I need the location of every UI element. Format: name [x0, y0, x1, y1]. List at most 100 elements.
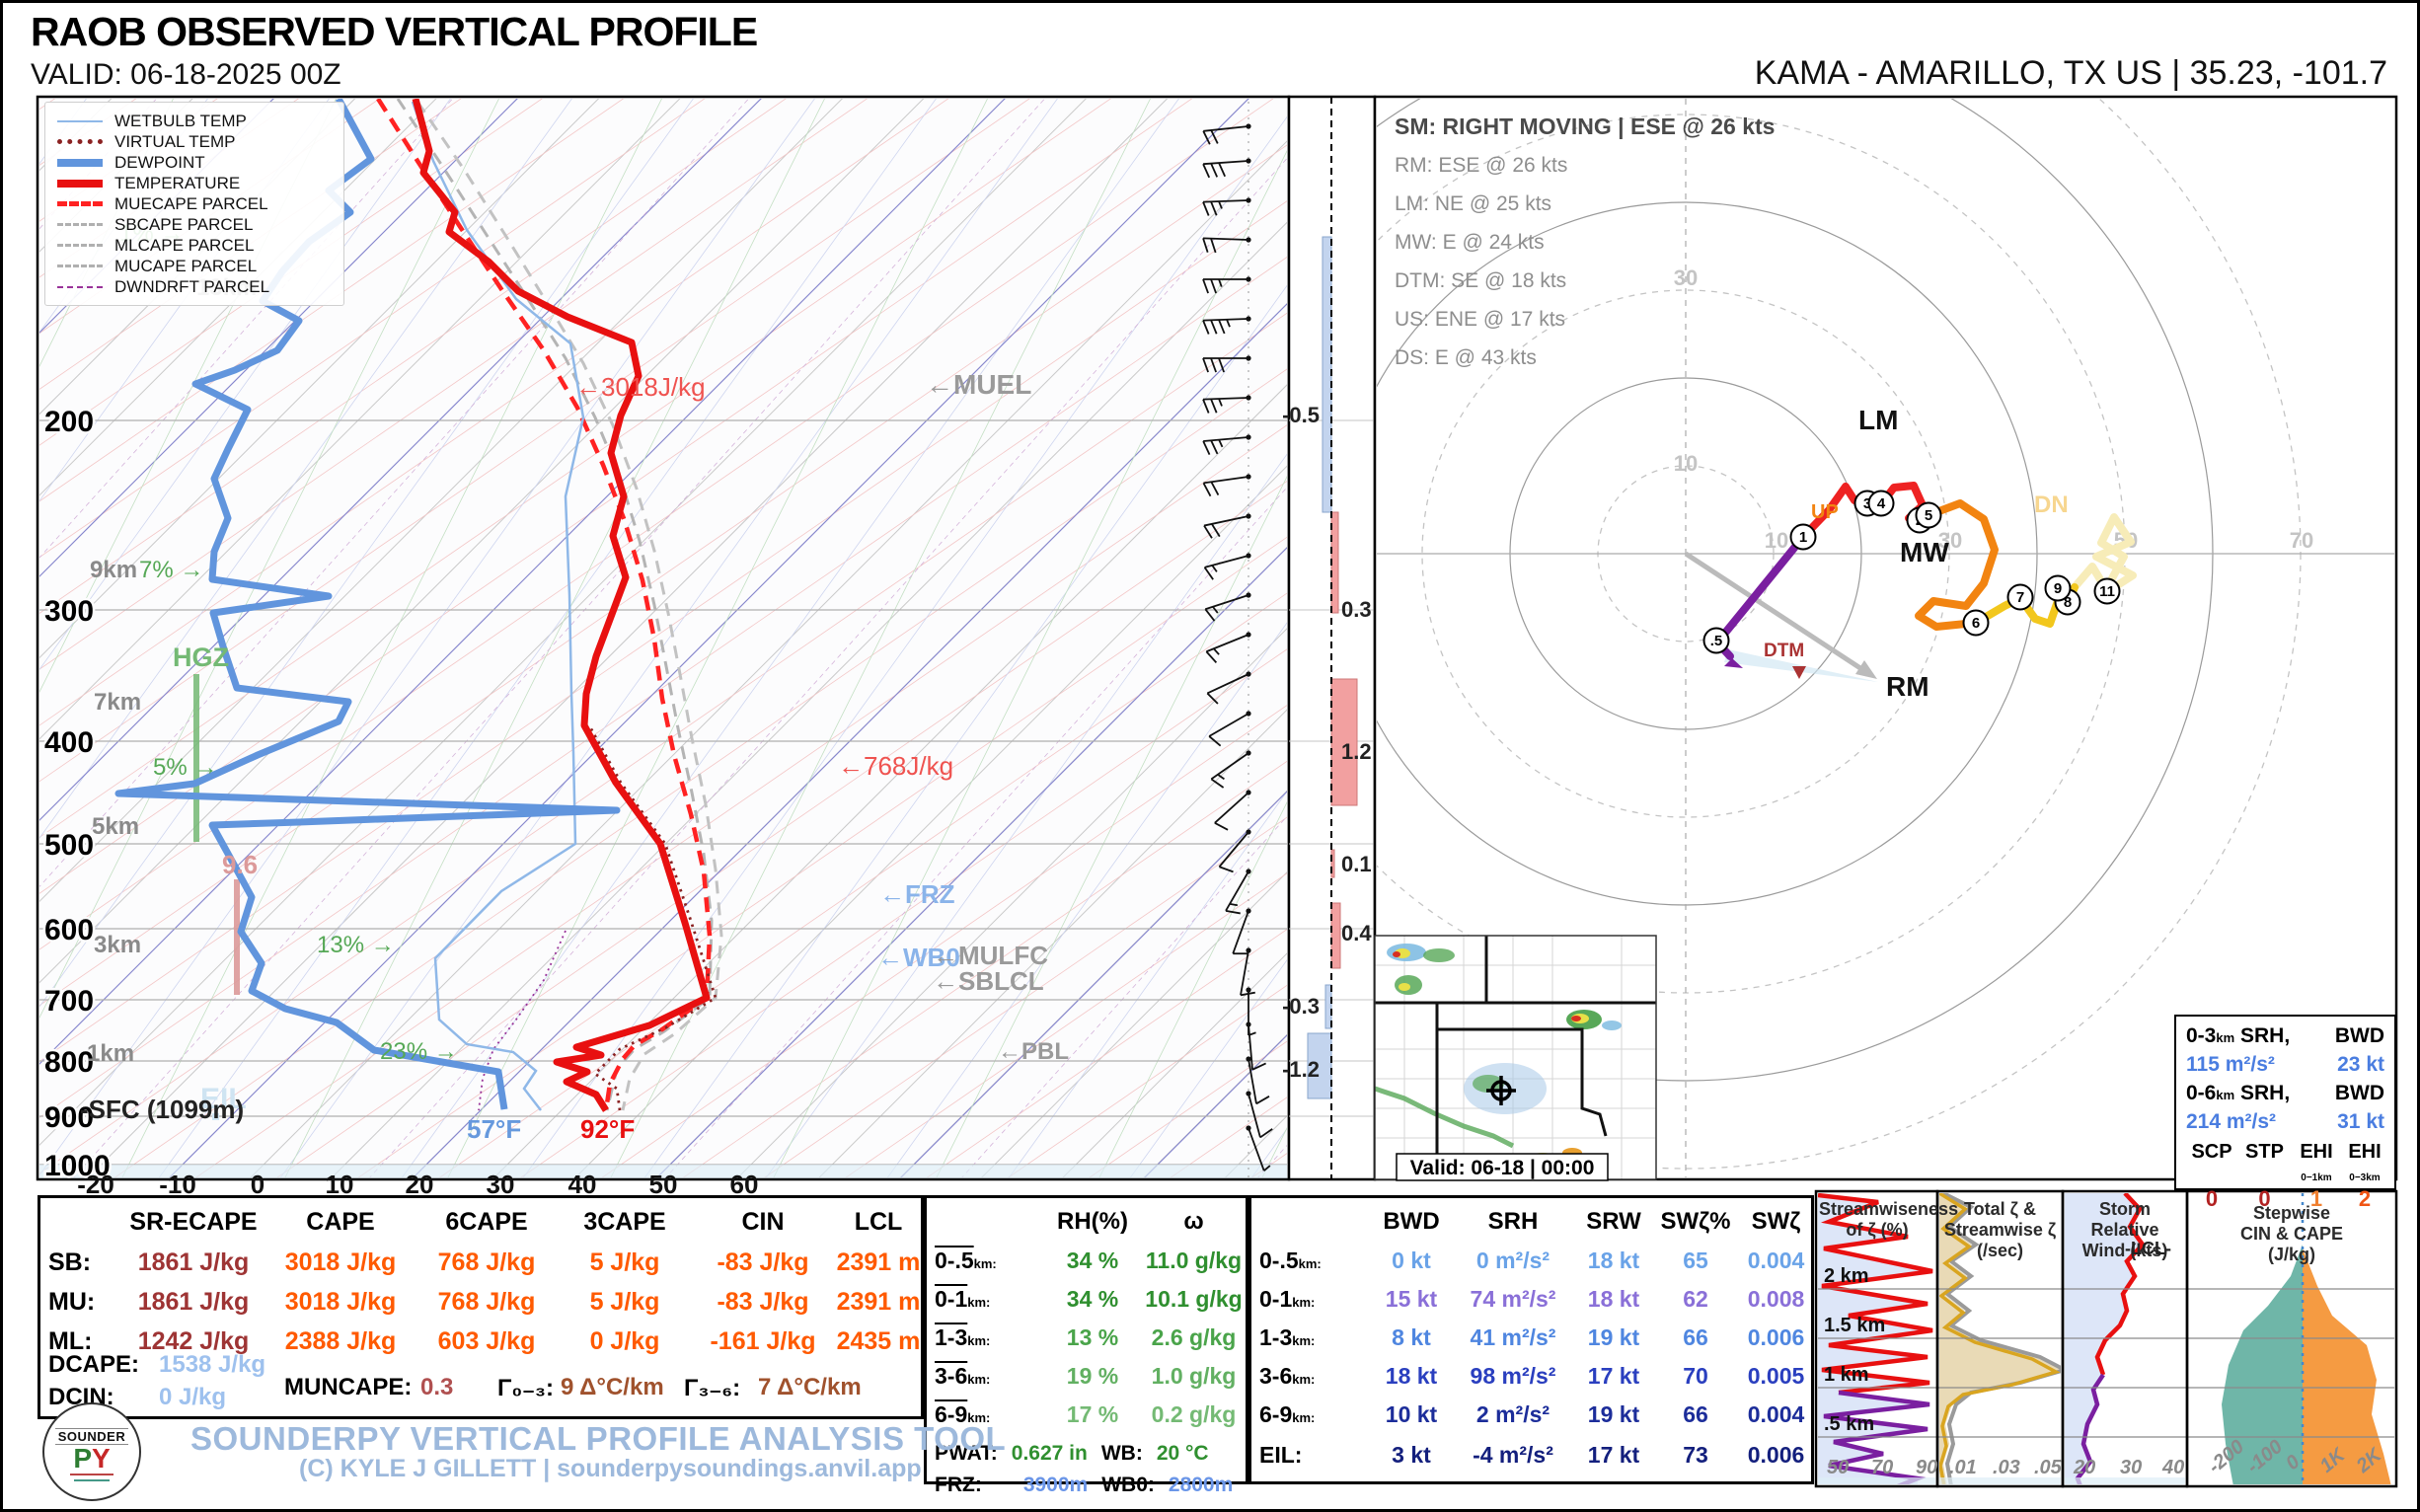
mini-panel-borders [1814, 1189, 2398, 1488]
svg-text:10: 10 [326, 1170, 354, 1199]
svg-text:0.3: 0.3 [1341, 597, 1372, 622]
frz-row: FRZ: 3900m WB0: 2800m [935, 1474, 1234, 1496]
sblcl-label: ←SBLCL [933, 966, 1044, 996]
lm-label: LM [1858, 405, 1898, 435]
height-1km: 1 km [1824, 1364, 1869, 1386]
skewt-legend: WETBULB TEMP VIRTUAL TEMP DEWPOINT TEMPE… [44, 102, 344, 306]
svg-text:30: 30 [1674, 265, 1698, 290]
sr-wind-wedge [1724, 649, 1878, 682]
col-3cape: 3CAPE [583, 1208, 666, 1236]
moisture-row: 0-1km: 34 % 10.1 g/kg [935, 1286, 1243, 1312]
svg-text:23% →: 23% → [380, 1038, 458, 1065]
dtm-marker [1792, 666, 1806, 679]
eil-label: EIL [200, 1083, 247, 1115]
svg-text:-0.3: -0.3 [1282, 994, 1320, 1019]
logo-decoration [74, 1479, 110, 1484]
col-cin: CIN [741, 1208, 785, 1236]
col-bwd: BWD [1383, 1208, 1440, 1235]
thermo-table: SR-ECAPE CAPE 6CAPE 3CAPE CIN LCL SB: 18… [38, 1195, 924, 1419]
svg-text:1: 1 [1799, 529, 1807, 546]
svg-text:-20: -20 [77, 1170, 114, 1199]
ehi1-value: 1 [2309, 1186, 2323, 1211]
shear-row-eil: EIL: 3 kt -4 m²/s² 17 kt 73 0.006 [1259, 1442, 1805, 1468]
svg-text:60: 60 [730, 1170, 759, 1199]
mw-line: MW: E @ 24 kts [1395, 231, 1545, 254]
station-crosshair [1486, 1076, 1516, 1105]
mu-cape-label: ←3018J/kg [575, 372, 706, 402]
logo-text: SOUNDER [54, 1428, 129, 1445]
lcl-marker-label: -LCL- [2125, 1239, 2171, 1258]
hodograph-ring-labels: 10 30 10 30 50 70 [1674, 265, 2313, 553]
svg-text:13% →: 13% → [317, 932, 395, 958]
muncape-value: 0.3 [420, 1374, 454, 1400]
hodograph-height-points: .5 1 2 3 4 5 6 7 8 9 11 [1702, 490, 2121, 654]
bwd6-value: 31 kt [2337, 1110, 2384, 1133]
hodograph-trace-tail [1724, 658, 1743, 668]
col-rh: RH(%) [1057, 1208, 1128, 1235]
table-row-sb: SB: 1861 J/kg 3018 J/kg 768 J/kg 5 J/kg -8… [48, 1248, 921, 1276]
mini-panel-gridlines [1818, 1288, 2394, 1438]
svg-text:0.1: 0.1 [1341, 852, 1372, 876]
height-1-5km: 1.5 km [1824, 1315, 1886, 1336]
dtm-line: DTM: SE @ 18 kts [1395, 269, 1567, 292]
p1-tick: 90 [1916, 1457, 1938, 1478]
height-2km: 2 km [1824, 1265, 1869, 1287]
srh6-value: 214 m²/s² [2186, 1110, 2277, 1133]
frz-label: ←FRZ [879, 879, 955, 909]
p2-tick: .03 [1993, 1457, 2020, 1478]
svg-text:700: 700 [44, 985, 94, 1018]
logo-decoration [70, 1474, 113, 1478]
up-label: UP [1811, 501, 1839, 523]
wb0-label: ←WB0 [877, 943, 960, 972]
svg-text:9: 9 [2054, 580, 2062, 597]
srh-summary-box: 0-3km SRH, BWD 115 m²/s² 23 kt 0-6km SRH… [2174, 1015, 2396, 1211]
surface-dewpoint-label: 57°F [467, 1114, 521, 1144]
streamwiseness-line-upper [1818, 1193, 1933, 1396]
col-srh: SRH [1487, 1208, 1539, 1235]
dewpoint-line-sample [57, 158, 103, 167]
panel2-title: Total ζ & Streamwise ζ (/sec) [1943, 1199, 2057, 1260]
svg-text:4: 4 [1877, 495, 1886, 512]
virtual-temp-line [587, 724, 718, 1111]
streamwise-zeta-line [1939, 1193, 2061, 1484]
ds-line: DS: E @ 43 kts [1395, 346, 1537, 369]
map-valid-box [1396, 1153, 1609, 1181]
svg-text:30: 30 [487, 1170, 515, 1199]
panel1-title: Streamwiseness of ζ (%) [1819, 1199, 1959, 1240]
stepwise-cape-fill [2303, 1248, 2391, 1484]
omega-bars [1307, 236, 1358, 1099]
temp-axis-labels: -20 -10 0 10 20 30 40 50 60 [77, 1170, 758, 1199]
srw-line-upper [2094, 1193, 2146, 1376]
map-valid-label: Valid: 06-18 | 00:00 [1410, 1157, 1595, 1179]
below-ground-shading [39, 1165, 1287, 1178]
srh3-label: 0-3km SRH, [2186, 1024, 2291, 1047]
cape6-label: ←768J/kg [838, 751, 953, 781]
panel4-title: Stepwise CIN & CAPE (J/kg) [2239, 1203, 2343, 1264]
shear-row: 0-1km: 15 kt 74 m²/s² 18 kt 62 0.008 [1259, 1286, 1805, 1312]
hodograph-feature-labels: LM MW RM DTM UP DN [1764, 405, 2069, 702]
svg-text:3: 3 [1863, 495, 1871, 512]
lm-line: LM: NE @ 25 kts [1395, 192, 1552, 215]
col-6cape: 6CAPE [445, 1208, 528, 1236]
muncape-label: MUNCAPE: [284, 1374, 413, 1400]
legend-label: MLCAPE PARCEL [114, 235, 255, 255]
svg-text:-10: -10 [159, 1170, 196, 1199]
bwd3-value: 23 kt [2337, 1053, 2384, 1076]
storm-motion-info: SM: RIGHT MOVING | ESE @ 26 kts RM: ESE … [1395, 108, 1775, 377]
shear-row: 1-3km: 8 kt 41 m²/s² 19 kt 66 0.006 [1259, 1324, 1805, 1350]
logo-p: P [73, 1443, 92, 1474]
station-title: KAMA - AMARILLO, TX US | 35.23, -101.7 [1754, 54, 2387, 92]
height-0-5km: .5 km [1824, 1413, 1875, 1435]
wetbulb-line [411, 101, 585, 1111]
mini-panels [1814, 1189, 2398, 1488]
svg-text:300: 300 [44, 595, 94, 628]
svg-text:-0.5: -0.5 [1282, 403, 1320, 427]
dcape-value: 1538 J/kg [159, 1351, 266, 1378]
legend-label: TEMPERATURE [114, 173, 241, 192]
svg-text:20: 20 [406, 1170, 434, 1199]
rm-label: RM [1886, 671, 1929, 702]
lapse03-value: 9 Δ°C/km [561, 1374, 664, 1400]
table-row-ml: ML: 1242 J/kg 2388 J/kg 603 J/kg 0 J/kg -1… [48, 1327, 921, 1355]
brand-title: SOUNDERPY VERTICAL PROFILE ANALYSIS TOOL [190, 1420, 1007, 1457]
legend-label: SBCAPE PARCEL [114, 214, 254, 234]
